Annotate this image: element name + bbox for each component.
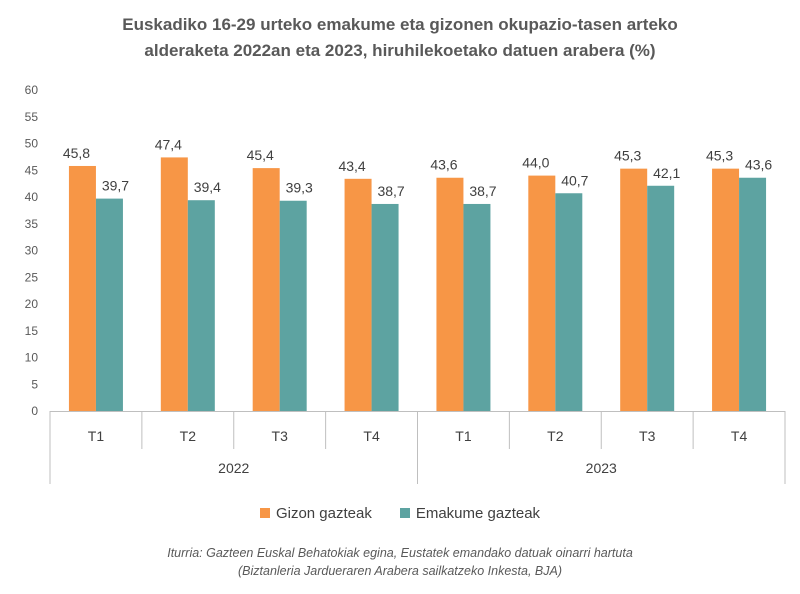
y-tick-label: 60 [25, 83, 39, 97]
y-tick-label: 40 [25, 190, 39, 204]
data-label-emakume-1: 39,7 [102, 178, 129, 194]
data-label-emakume-8: 43,6 [745, 157, 772, 173]
bar-gizon-2 [160, 157, 188, 411]
y-tick-label: 15 [25, 324, 39, 338]
legend-item-gizon: Gizon gazteak [259, 504, 372, 522]
chart-title: Euskadiko 16-29 urteko emakume eta gizon… [40, 12, 760, 64]
data-label-emakume-3: 39,3 [286, 180, 313, 196]
bar-emakume-1 [95, 198, 123, 411]
bar-emakume-4 [371, 203, 399, 411]
y-tick-label: 0 [31, 404, 38, 418]
group-label-2023: 2023 [586, 460, 617, 476]
chart-title-line-1: Euskadiko 16-29 urteko emakume eta gizon… [122, 15, 678, 34]
bar-gizon-3 [252, 168, 280, 411]
y-tick-label: 10 [25, 351, 39, 365]
data-label-emakume-2: 39,4 [194, 179, 221, 195]
x-tick-label: T4 [363, 428, 380, 444]
data-label-gizon-3: 45,4 [247, 147, 274, 163]
y-tick-label: 20 [25, 297, 39, 311]
bar-emakume-3 [279, 200, 307, 411]
data-label-emakume-5: 38,7 [469, 183, 496, 199]
legend-label-gizon: Gizon gazteak [275, 504, 372, 522]
x-axis: T1 T2 T3 T4 T1 T2 T3 T4 2022 2023 [49, 411, 786, 484]
bar-emakume-2 [187, 200, 215, 411]
legend-item-emakume: Emakume gazteak [399, 504, 541, 522]
data-labels: 45,8 39,7 47,4 39,4 45,4 39,3 43,4 38,7 43,6 38,7… [63, 136, 773, 199]
data-label-gizon-8: 45,3 [706, 148, 733, 164]
data-label-emakume-7: 42,1 [653, 165, 680, 181]
source-note: Iturria: Gazteen Euskal Behatokiak egina… [40, 544, 760, 580]
x-tick-label: T2 [180, 428, 197, 444]
legend-swatch-gizon [259, 508, 270, 518]
x-tick-label: T1 [88, 428, 105, 444]
source-line-2: (Biztanleria Jardueraren Arabera sailkat… [238, 564, 562, 578]
y-tick-label: 50 [25, 137, 39, 151]
data-label-gizon-6: 44,0 [522, 155, 549, 171]
y-tick-label: 5 [31, 377, 38, 391]
chart-title-line-2: alderaketa 2022an eta 2023, hiruhilekoet… [144, 41, 656, 60]
y-tick-label: 25 [25, 270, 39, 284]
bar-emakume-5 [463, 203, 491, 411]
x-tick-label: T3 [639, 428, 656, 444]
data-label-gizon-2: 47,4 [155, 136, 182, 152]
bar-gizon-5 [436, 177, 464, 411]
bar-gizon-8 [712, 168, 740, 411]
legend-swatch-emakume [399, 508, 410, 518]
legend: Gizon gazteak Emakume gazteak [0, 502, 800, 524]
y-axis: 0 5 10 15 20 25 30 35 40 45 50 55 60 [25, 83, 39, 418]
x-tick-label: T3 [272, 428, 289, 444]
data-label-emakume-6: 40,7 [561, 172, 588, 188]
bar-gizon-6 [528, 175, 556, 411]
bar-emakume-6 [555, 193, 583, 411]
bar-emakume-7 [647, 185, 675, 411]
bar-gizon-7 [620, 168, 648, 411]
y-tick-label: 45 [25, 163, 39, 177]
group-label-2022: 2022 [218, 460, 249, 476]
data-label-gizon-7: 45,3 [614, 148, 641, 164]
source-line-1: Iturria: Gazteen Euskal Behatokiak egina… [167, 546, 633, 560]
x-tick-label: T4 [731, 428, 748, 444]
x-tick-label: T2 [547, 428, 564, 444]
legend-label-emakume: Emakume gazteak [415, 504, 541, 522]
data-label-emakume-4: 38,7 [377, 183, 404, 199]
data-label-gizon-5: 43,6 [430, 157, 457, 173]
bar-gizon-4 [344, 178, 372, 411]
bar-gizon-1 [68, 165, 96, 411]
bars [68, 157, 767, 411]
bar-emakume-8 [739, 177, 767, 411]
y-tick-label: 30 [25, 244, 39, 258]
data-label-gizon-4: 43,4 [338, 158, 365, 174]
data-label-gizon-1: 45,8 [63, 145, 90, 161]
x-tick-label: T1 [455, 428, 472, 444]
y-tick-label: 55 [25, 110, 39, 124]
y-tick-label: 35 [25, 217, 39, 231]
